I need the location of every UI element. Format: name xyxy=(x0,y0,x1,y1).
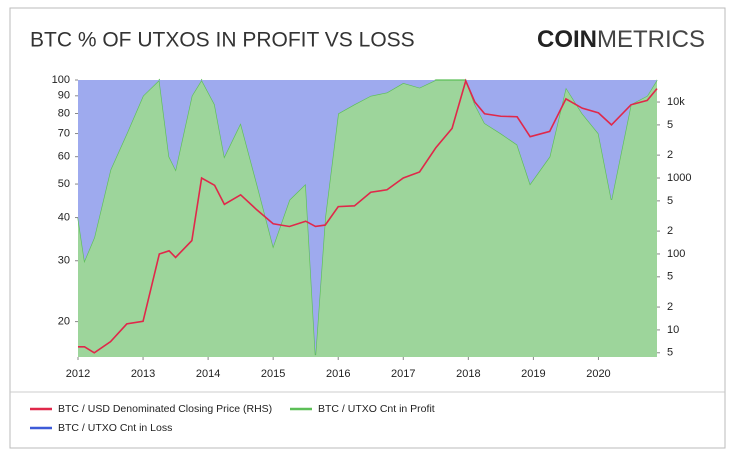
y2-tick-label: 5 xyxy=(667,119,673,131)
y2-tick-label: 100 xyxy=(667,248,685,260)
x-tick-label: 2012 xyxy=(66,368,90,380)
chart-title: BTC % OF UTXOS IN PROFIT VS LOSS xyxy=(30,29,415,52)
y2-tick-label: 10 xyxy=(667,324,679,336)
y-tick-label: 80 xyxy=(58,107,70,119)
y-tick-label: 100 xyxy=(52,74,70,86)
x-tick-label: 2016 xyxy=(326,368,350,380)
y2-tick-label: 2 xyxy=(667,225,673,237)
y2-tick-label: 5 xyxy=(667,347,673,359)
legend-label: BTC / UTXO Cnt in Profit xyxy=(318,403,435,415)
y2-tick-label: 2 xyxy=(667,301,673,313)
x-tick-label: 2015 xyxy=(261,368,285,380)
y2-tick-label: 5 xyxy=(667,271,673,283)
y-tick-label: 50 xyxy=(58,178,70,190)
x-tick-label: 2019 xyxy=(521,368,545,380)
logo-light: METRICS xyxy=(597,26,705,53)
logo-bold: COIN xyxy=(537,26,597,53)
y2-tick-label: 5 xyxy=(667,195,673,207)
x-tick-label: 2013 xyxy=(131,368,155,380)
price-line xyxy=(78,78,658,354)
area xyxy=(78,80,657,356)
x-tick-label: 2017 xyxy=(391,368,415,380)
y-tick-label: 40 xyxy=(58,211,70,223)
y2-tick-label: 1000 xyxy=(667,172,691,184)
y-tick-label: 30 xyxy=(58,255,70,267)
y2-tick-label: 10k xyxy=(667,96,685,108)
x-tick-label: 2014 xyxy=(196,368,220,380)
y-tick-label: 60 xyxy=(58,151,70,163)
legend-label: BTC / UTXO Cnt in Loss xyxy=(58,422,172,434)
logo: COINMETRICS xyxy=(537,26,705,53)
y-tick-label: 90 xyxy=(58,90,70,102)
x-tick-label: 2020 xyxy=(586,368,610,380)
x-tick-label: 2018 xyxy=(456,368,480,380)
y2-tick-label: 2 xyxy=(667,149,673,161)
y-tick-label: 20 xyxy=(58,316,70,328)
y-tick-label: 70 xyxy=(58,127,70,139)
legend-label: BTC / USD Denominated Closing Price (RHS… xyxy=(58,403,272,415)
